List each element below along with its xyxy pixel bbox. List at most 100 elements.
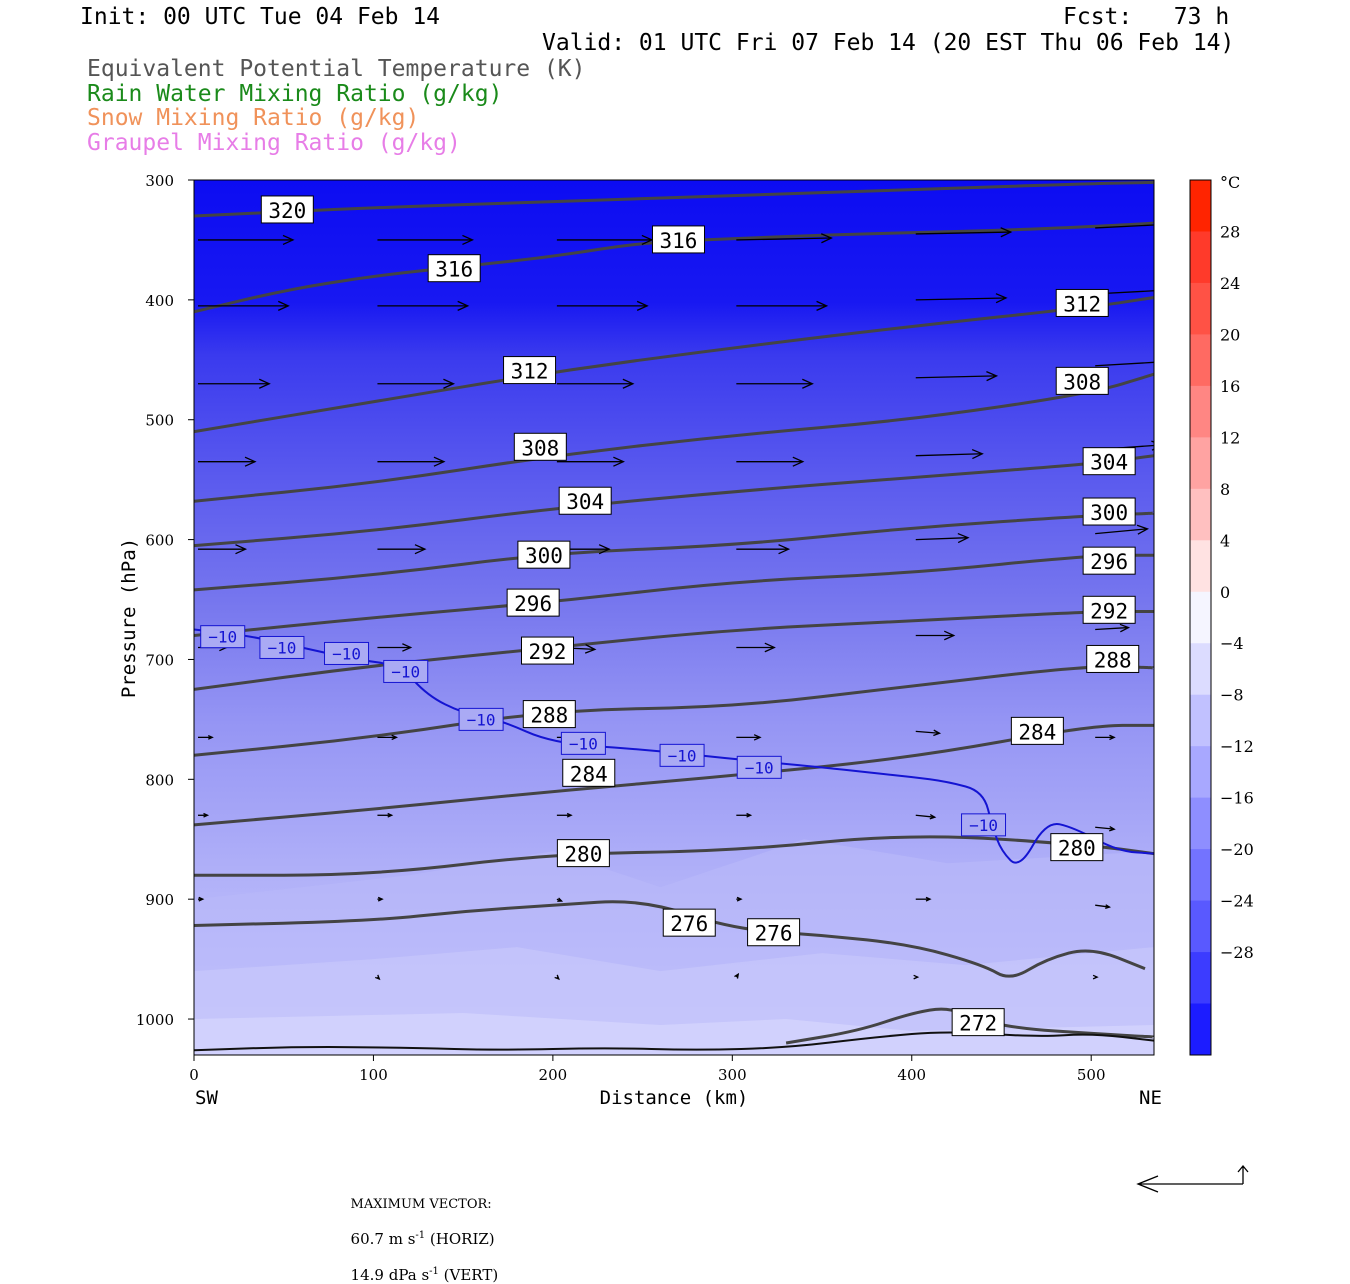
wind-vector [1095,361,1154,367]
colorbar-label: −4 [1220,634,1244,653]
colorbar-swatch [1190,694,1211,747]
wind-vector [736,734,762,741]
colorbar-swatch [1190,849,1211,902]
theta-e-label-296: 296 [1090,550,1128,574]
wind-vector [736,812,753,818]
terrain-surface [193,1031,1155,1052]
colorbar-swatch [1190,591,1211,644]
colorbar-swatch [1190,540,1211,593]
wind-vector [736,378,814,389]
wind-vector [1095,524,1150,535]
wind-vector [377,300,470,311]
isotherm-label-box [560,731,606,755]
y-tick-label: 1000 [136,1011,174,1029]
theta-e-contour-320 [194,180,1154,218]
colorbar-label: 12 [1220,428,1240,447]
contour-label-box [260,195,314,224]
max-vert-exponent: -1 [429,1266,439,1277]
colorbar-swatch [1190,437,1211,490]
valid-time: Valid: 01 UTC Fri 07 Feb 14 (20 EST Thu … [542,30,1235,56]
theta-e-label-300: 300 [525,544,563,568]
wind-vector [198,378,271,389]
contour-label-box [1086,644,1140,673]
max-vector-label: MAXIMUM VECTOR: [350,1197,492,1212]
wind-vector [556,300,649,311]
isotherm-label-box [259,635,305,659]
theta-e-label-284: 284 [570,762,608,786]
x-tick-label: 100 [359,1066,388,1084]
wind-vector [377,812,394,818]
contour-label-box [747,918,801,947]
wind-vector [377,734,399,741]
wind-vector [198,734,214,740]
wind-vector [377,456,446,467]
contour-label-box [558,486,612,515]
isotherm-label-box [659,743,705,767]
colorbar-label: 0 [1220,583,1230,602]
contour-label-box [506,588,560,617]
wind-vector [915,227,1013,238]
wind-vector [554,974,560,981]
colorbar-label: 24 [1220,274,1240,293]
shading-band [194,1013,1154,1055]
colorbar-swatch [1190,900,1211,953]
wind-vector [377,643,413,652]
contour-label-box [1082,497,1136,526]
wind-vector [377,234,475,246]
isotherm-label: −10 [208,628,237,647]
colorbar-swatch [1190,385,1211,438]
wind-vector [736,896,743,902]
colorbar-frame [1189,179,1212,1056]
theta-e-contour-284 [194,723,1154,827]
wind-vector [915,630,956,641]
wind-vector [375,974,381,981]
isotherm-label: −10 [332,644,361,663]
colorbar-swatch [1190,334,1211,387]
isotherm-label: −10 [391,662,420,681]
contour-label-box [1082,546,1136,575]
colorbar-label: 20 [1220,325,1240,344]
colorbar-label: 4 [1220,531,1230,550]
wind-vector [1095,224,1154,229]
isotherm-label: −10 [668,746,697,765]
wind-vector [1095,825,1116,832]
wind-vector [1095,904,1112,909]
isotherm-label: −10 [467,710,496,729]
wind-vector [377,378,456,389]
colorbar-swatch [1190,797,1211,850]
theta-e-label-316: 316 [435,258,473,282]
colorbar-swatch [1190,231,1211,284]
wind-vector [198,896,205,902]
theta-e-label-288: 288 [530,704,568,728]
wind-vector [1095,290,1154,295]
theta-e-label-312: 312 [511,360,549,384]
x-tick-label: 200 [539,1066,568,1084]
wind-vector [913,974,920,980]
isotherm-minus-10 [194,628,1154,864]
theta-e-contour-304 [194,454,1154,548]
colorbar-label: −16 [1220,789,1254,808]
isotherm-label-box [961,813,1007,837]
isotherm-label: −10 [569,734,598,753]
x-axis-label: Distance (km) [600,1087,749,1109]
wind-vector [915,293,1008,304]
x-tick-label: 400 [897,1066,926,1084]
contour-label-box [503,356,557,385]
theta-e-label-280: 280 [564,843,602,867]
colorbar-swatch [1190,746,1211,799]
contour-label-box [1082,595,1136,624]
wind-vector [915,896,932,902]
theta-e-contour-296 [194,553,1154,637]
wind-vector [198,544,248,555]
contour-label-box [562,758,616,787]
isotherm-label: −10 [969,816,998,835]
theta-e-label-276: 276 [670,912,708,936]
theta-e-label-304: 304 [566,490,604,514]
wind-vector [556,456,625,467]
theta-e-label-308: 308 [521,436,559,460]
wind-vector [1095,623,1131,633]
contour-label-box [662,908,716,937]
isotherm-label: −10 [745,758,774,777]
contour-label-box [556,839,610,868]
colorbar-label: −8 [1220,686,1244,705]
